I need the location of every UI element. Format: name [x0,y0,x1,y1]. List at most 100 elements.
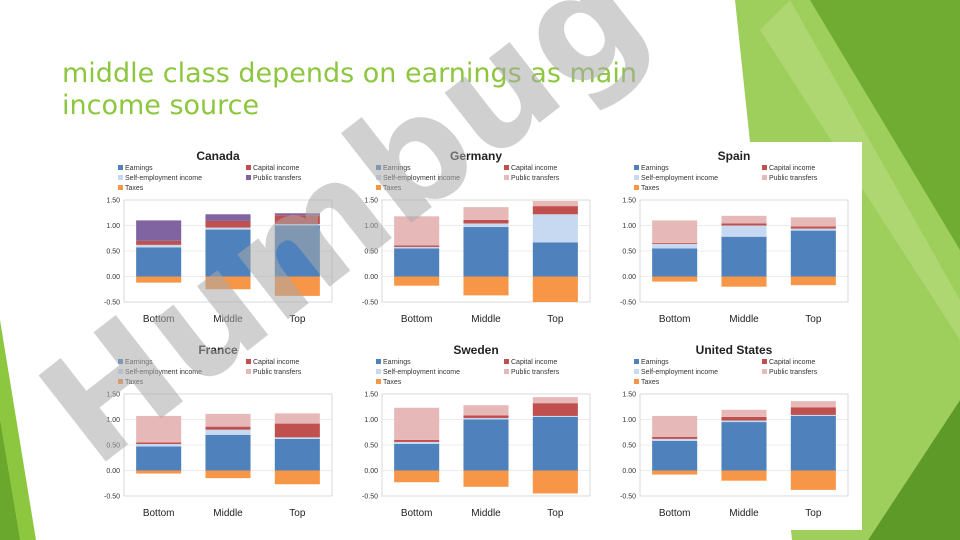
bar-segment-self-employment [394,441,440,444]
bar-segment-capital [205,426,251,430]
legend-swatch [118,379,123,384]
x-tick-label: Top [289,508,306,519]
legend-swatch [376,379,381,384]
legend-swatch [118,369,123,374]
bar-segment-taxes [532,276,578,302]
bar-segment-earnings [463,419,509,471]
x-tick-label: Middle [471,508,501,519]
legend-label: Taxes [641,185,660,192]
y-tick-label: 1.00 [364,223,378,230]
bar-segment-taxes [274,470,320,485]
legend-label: Capital income [511,165,557,172]
bar-segment-self-employment [652,243,698,249]
legend-label: Earnings [641,359,669,366]
legend-swatch [246,165,251,170]
chart-title: Germany [450,149,502,163]
bar-segment-taxes [721,470,767,481]
bar-segment-taxes [532,470,578,494]
chart-panel: Canada Earnings Capital income Self-employm… [88,142,862,530]
bar-segment-earnings [136,247,182,277]
bar-segment-capital [394,439,440,442]
y-tick-label: 0.00 [106,468,120,475]
bar-segment-earnings [205,229,251,277]
bar-segment-taxes [394,470,440,483]
bar-segment-self-employment [136,244,182,248]
legend-label: Taxes [383,185,402,192]
green-accent-shape [810,0,960,250]
legend-swatch [762,369,767,374]
legend-swatch [376,185,381,190]
green-accent-shape [0,420,20,540]
y-tick-label: 0.50 [106,443,120,450]
bar-segment-transfers [463,405,509,416]
bar-segment-earnings [790,415,836,471]
legend-label: Public transfers [253,369,302,376]
y-tick-label: -0.50 [362,300,378,307]
y-tick-label: -0.50 [362,494,378,501]
bar-segment-taxes [463,470,509,487]
chart-united-states: United States Earnings Capital income Self-… [620,343,849,519]
legend-swatch [376,359,381,364]
chart-sweden: Sweden Earnings Capital income Self-employm… [362,343,591,519]
bar-segment-self-employment [463,223,509,228]
x-tick-label: Bottom [659,508,691,519]
bar-segment-self-employment [532,214,578,243]
bar-segment-transfers [205,413,251,427]
y-tick-label: 1.00 [364,417,378,424]
legend-swatch [634,359,639,364]
bar-segment-capital [136,240,182,245]
x-tick-label: Top [805,508,822,519]
legend-swatch [118,165,123,170]
bar-segment-self-employment [205,227,251,230]
y-tick-label: 0.50 [622,249,636,256]
y-tick-label: 1.50 [622,392,636,399]
bar-segment-capital [274,423,320,438]
y-tick-label: 0.00 [622,468,636,475]
y-tick-label: 1.50 [364,198,378,205]
legend-swatch [634,185,639,190]
y-tick-label: 0.00 [622,274,636,281]
green-accent-shape [868,400,960,540]
bar-segment-taxes [136,470,182,474]
bar-segment-earnings [721,422,767,471]
y-tick-label: 1.50 [106,198,120,205]
bar-segment-transfers [790,217,836,227]
y-tick-label: 0.50 [622,443,636,450]
x-tick-label: Bottom [143,508,175,519]
bar-segment-earnings [790,230,836,277]
bar-segment-transfers [532,397,578,404]
legend-label: Self-employment income [641,175,718,182]
bar-segment-capital [721,416,767,421]
bar-segment-capital [205,220,251,228]
bar-segment-earnings [652,248,698,277]
bar-segment-self-employment [136,443,182,447]
bar-segment-capital [532,403,578,416]
legend-swatch [504,369,509,374]
bar-segment-self-employment [721,225,767,237]
legend-label: Taxes [125,185,144,192]
legend-swatch [118,175,123,180]
bar-segment-self-employment [532,415,578,417]
y-tick-label: 1.00 [106,417,120,424]
legend-label: Public transfers [769,175,818,182]
bar-segment-transfers [463,207,509,220]
y-tick-label: 0.50 [106,249,120,256]
y-tick-label: 0.00 [106,274,120,281]
legend-label: Capital income [769,359,815,366]
slide-title: middle class depends on earnings as main… [62,58,637,121]
x-tick-label: Middle [213,314,243,325]
legend-label: Taxes [383,379,402,386]
y-tick-label: 0.00 [364,274,378,281]
bar-segment-taxes [274,276,320,296]
bar-segment-transfers [790,401,836,408]
y-tick-label: 1.00 [106,223,120,230]
y-tick-label: -0.50 [620,494,636,501]
x-tick-label: Bottom [401,508,433,519]
x-tick-label: Bottom [143,314,175,325]
bar-segment-taxes [790,470,836,490]
y-tick-label: 1.00 [622,223,636,230]
chart-title: Sweden [453,343,498,357]
bar-segment-capital [652,436,698,439]
bar-segment-transfers [532,201,578,207]
legend-label: Public transfers [253,175,302,182]
